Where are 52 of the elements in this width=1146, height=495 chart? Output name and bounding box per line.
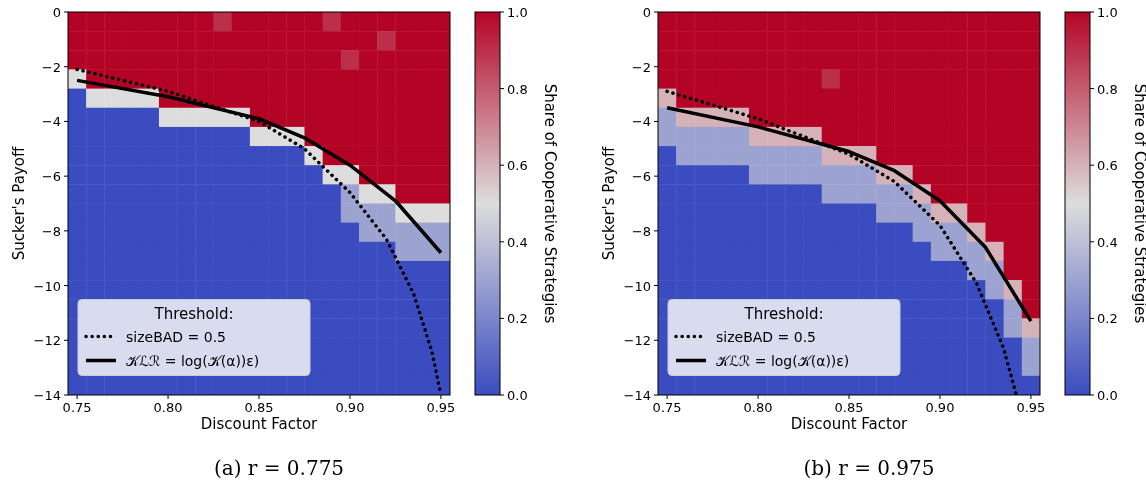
x-tick-label: 0.90 bbox=[335, 400, 365, 415]
y-tick-label: −4 bbox=[631, 114, 651, 130]
color-bar-label: 0.2 bbox=[507, 311, 528, 327]
color-bar-label: 0.0 bbox=[1097, 388, 1118, 403]
y-tick-label: −14 bbox=[623, 388, 651, 403]
legend-label: 𝒦ℒℛ = log(𝒦(α))ε) bbox=[126, 352, 260, 369]
legend-label: 𝒦ℒℛ = log(𝒦(α))ε) bbox=[716, 352, 850, 369]
legend-label: sizeBAD = 0.5 bbox=[126, 328, 227, 345]
y-tick-label: 0 bbox=[642, 5, 651, 20]
y-tick-label: −8 bbox=[631, 223, 651, 239]
y-tick-label: −2 bbox=[631, 59, 651, 75]
x-tick-label: 0.85 bbox=[244, 400, 274, 415]
x-tick-label: 0.80 bbox=[743, 400, 773, 415]
legend-label: sizeBAD = 0.5 bbox=[716, 328, 817, 345]
x-tick-label: 0.95 bbox=[1016, 400, 1046, 415]
color-bar-title: Share of Cooperative Strategies bbox=[541, 83, 559, 324]
color-bar-label: 0.8 bbox=[1097, 81, 1118, 97]
text: (a) r = 0.775 bbox=[213, 456, 345, 480]
y-tick-label: −14 bbox=[33, 388, 61, 403]
y-tick-label: −6 bbox=[631, 169, 651, 185]
x-tick-label: 0.90 bbox=[925, 400, 955, 415]
color-bar-label: 0.8 bbox=[507, 81, 528, 97]
x-tick-label: 0.85 bbox=[834, 400, 864, 415]
color-bar-label: 1.0 bbox=[507, 5, 528, 20]
legend-title: Threshold: bbox=[743, 304, 824, 323]
color-bar-label: 0.0 bbox=[507, 388, 528, 403]
y-tick-label: −2 bbox=[41, 59, 61, 75]
color-bar-label: 0.4 bbox=[507, 234, 528, 250]
x-tick-label: 0.75 bbox=[62, 400, 92, 415]
x-tick-label: 0.80 bbox=[153, 400, 183, 415]
x-tick-label: 0.95 bbox=[426, 400, 456, 415]
y-tick-label: −6 bbox=[41, 169, 61, 185]
text: (b) r = 0.975 bbox=[803, 456, 935, 480]
x-axis-title: Discount Factor bbox=[790, 415, 909, 433]
y-tick-label: −12 bbox=[33, 333, 61, 349]
y-axis-title: Sucker's Payoff bbox=[10, 146, 28, 261]
color-bar-label: 0.6 bbox=[507, 158, 528, 174]
y-axis-title: Sucker's Payoff bbox=[600, 146, 618, 261]
y-tick-label: −8 bbox=[41, 223, 61, 239]
color-bar-label: 0.4 bbox=[1097, 234, 1118, 250]
y-tick-label: 0 bbox=[52, 5, 61, 20]
x-tick-label: 0.75 bbox=[652, 400, 682, 415]
x-axis-title: Discount Factor bbox=[200, 415, 319, 433]
legend-title: Threshold: bbox=[153, 304, 234, 323]
y-tick-label: −10 bbox=[33, 278, 61, 294]
color-bar-label: 0.6 bbox=[1097, 158, 1118, 174]
color-bar-label: 0.2 bbox=[1097, 311, 1118, 327]
y-tick-label: −10 bbox=[623, 278, 651, 294]
y-tick-label: −12 bbox=[623, 333, 651, 349]
color-bar-title: Share of Cooperative Strategies bbox=[1131, 83, 1146, 324]
y-tick-label: −4 bbox=[41, 114, 61, 130]
color-bar-label: 1.0 bbox=[1097, 5, 1118, 20]
